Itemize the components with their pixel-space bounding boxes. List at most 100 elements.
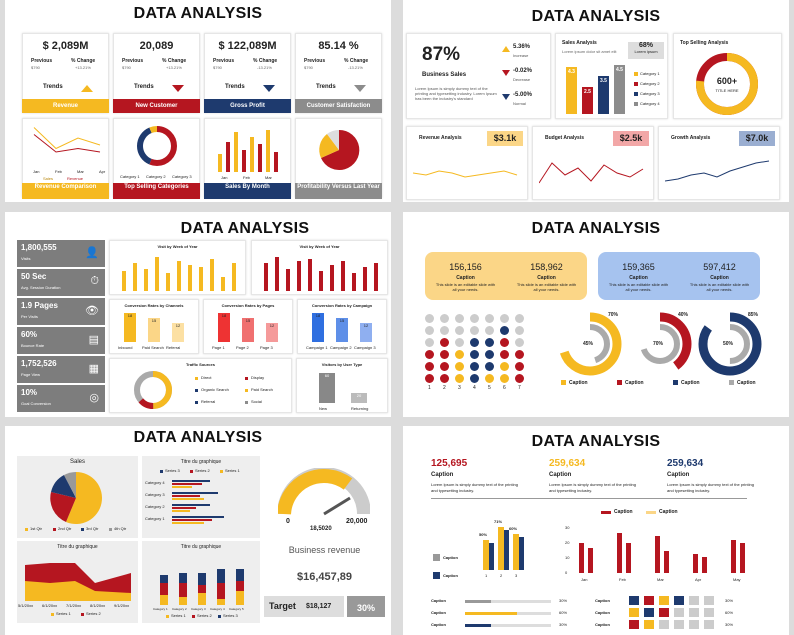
grid-dot [515, 326, 524, 335]
stack-legend-label: Series 1 [171, 613, 186, 618]
head-value: 259,634 [549, 458, 586, 469]
kpi-prev-label: Previous [213, 58, 235, 64]
week-bar [341, 261, 345, 291]
week-bar [155, 257, 159, 291]
conversion-label: Page 2 [236, 345, 249, 350]
kpi-chg: -13.21% [348, 65, 363, 70]
stack-title: Titre du graphique [180, 544, 222, 550]
date-tick: 7/1/20xx [66, 603, 82, 608]
category-legend-label: Category 3 [640, 91, 660, 96]
slide-1: DATA ANALYSIS $ 2,089M Previous $790% Chan… [5, 0, 391, 202]
conversion-label: Paid Search [142, 345, 164, 350]
grid-square [689, 620, 699, 629]
business-sales-value: 87% [422, 44, 461, 65]
stat-tile: 1.9 Pages Per Visits 👁 [17, 298, 105, 325]
group-bar [731, 540, 736, 573]
stack-segment [160, 583, 168, 595]
sales-pie [50, 472, 102, 524]
stat-label: Per Visits [21, 314, 38, 319]
stat-label: Bounce Rate [21, 343, 45, 348]
bar [258, 144, 262, 172]
business-sales-desc: Lorem Ipsum is simply dummy text of the … [415, 86, 497, 101]
grid-dot [515, 362, 524, 371]
legend-swatch [245, 377, 248, 380]
kpi-trend-label: Trends [134, 84, 154, 90]
kpi-card: $ 122,089M Previous $790 % Change -13.21% Tre… [204, 33, 291, 113]
chart-title: Conversion Rates by Campaign [311, 303, 373, 308]
stack-segment [198, 585, 206, 593]
conversion-bar: 12 [266, 322, 278, 342]
chart-footer: Top Selling Categories [113, 183, 200, 199]
stack-legend-label: Series 2 [197, 613, 212, 618]
chart-card: Profitability Versus Last Year [295, 118, 382, 199]
stat-value: 60% [21, 330, 38, 339]
column-number: 1 [428, 385, 431, 391]
column-number: 2 [443, 385, 446, 391]
legend-swatch-red [601, 511, 611, 514]
stat-tile: 1,752,526 Page View ▦ [17, 356, 105, 383]
qtr-swatch [109, 528, 112, 531]
chart-title: Visitors by User Type [321, 362, 363, 367]
box-desc: This slide is an editable slide with all… [435, 282, 496, 292]
conversion-bar: 18 [312, 313, 324, 342]
legend-revenue: Revenue [67, 176, 84, 181]
yellow-col [498, 527, 504, 570]
kpi-value: 20,089 [139, 40, 174, 52]
grid-label: Caption [595, 622, 610, 627]
kpi-footer: Customer Satisfaction [295, 99, 382, 113]
hbar [172, 519, 212, 521]
category-label: Category 3 [145, 492, 165, 497]
caption-label: Caption [625, 380, 644, 386]
month-tick: Apr [99, 169, 106, 174]
grid-dot [470, 374, 479, 383]
category-legend-label: Category 2 [640, 81, 660, 86]
stat-tile: 60% Bounce Rate ▤ [17, 327, 105, 354]
grid-dot [485, 338, 494, 347]
grid-dot [440, 362, 449, 371]
chart-footer: Profitability Versus Last Year [295, 183, 382, 199]
y-tick: 30 [565, 525, 570, 530]
stat-icon: ◎ [89, 392, 99, 404]
stack-segment [160, 575, 168, 583]
legend-sales: Sales [43, 176, 54, 181]
sales-analysis-card: Sales Analysis Lorem ipsum dolor sit ame… [555, 33, 668, 119]
stack-segment [179, 583, 187, 597]
revenue-panel: Business revenue $16,457,89 Target $18,1… [264, 541, 385, 623]
area-panel: Titre du graphique 5/1/20xx 6/1/20xx 7/1/2… [17, 541, 138, 623]
column-number: 6 [503, 385, 506, 391]
arrow-label: Normal [513, 101, 526, 106]
bar [242, 150, 246, 172]
grid-dot [485, 326, 494, 335]
caption-swatch [561, 380, 566, 385]
slide-title: DATA ANALYSIS [531, 8, 661, 25]
business-sales-label: Business Sales [422, 72, 467, 78]
bar [218, 154, 222, 172]
hbar [172, 510, 190, 512]
series-swatch [190, 470, 193, 473]
legend-swatch-gray [433, 554, 440, 561]
box-caption: Caption [710, 275, 729, 281]
mini-line-chart [539, 162, 644, 184]
user-type-label: New [319, 406, 328, 411]
group-bar [693, 553, 698, 573]
stack-cat: Category 2 [172, 607, 187, 611]
category-legend-swatch [634, 92, 638, 96]
stat-value: 50 Sec [21, 272, 47, 281]
progress-value: 60% [559, 610, 568, 615]
target-pct-box: 30% [347, 596, 385, 617]
grid-square [629, 596, 639, 605]
legend-label: Referral [201, 399, 216, 404]
week-bar [188, 265, 192, 291]
box-value: 158,962 [530, 262, 563, 272]
qtr-swatch [25, 528, 28, 531]
hbar [172, 495, 200, 497]
grid-square [704, 620, 714, 629]
kpi-footer: Gross Profit [204, 99, 291, 113]
target-label: Target [269, 601, 296, 611]
mini-chart [33, 127, 101, 153]
head-caption: Caption [667, 472, 690, 478]
bar [234, 132, 238, 172]
sales-bar: 2.5 [582, 86, 593, 114]
grid-square [644, 608, 654, 617]
slide-title: DATA ANALYSIS [133, 429, 263, 446]
